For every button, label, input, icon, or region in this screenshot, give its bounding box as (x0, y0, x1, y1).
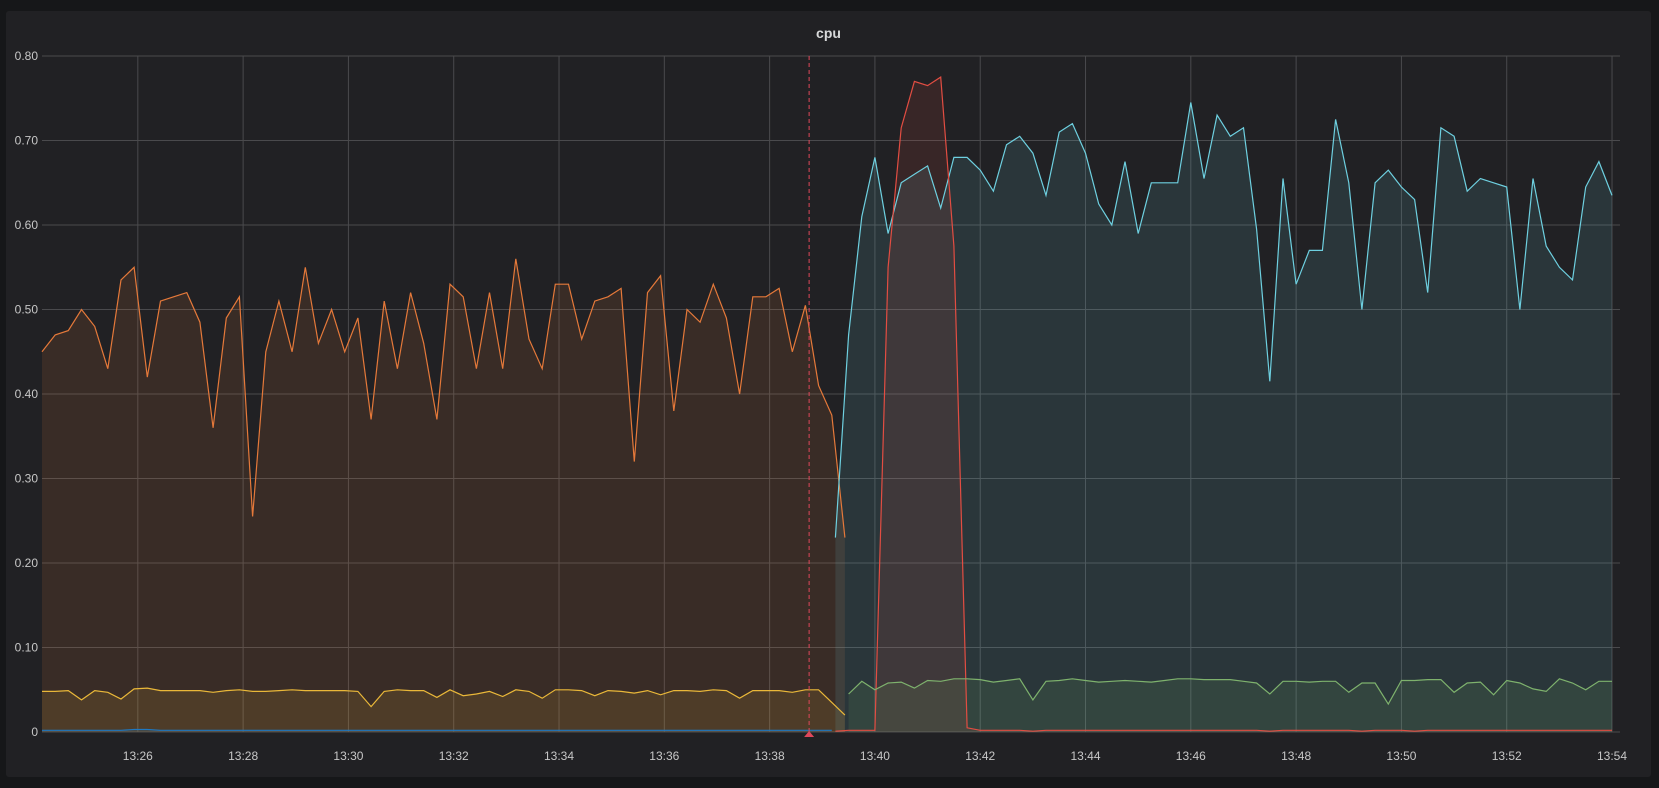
x-tick-label: 13:32 (439, 749, 469, 763)
series-orange-area (42, 258, 845, 732)
x-tick-label: 13:38 (755, 749, 785, 763)
series-red-area (835, 77, 1612, 733)
y-tick-label: 0 (31, 725, 38, 739)
y-tick-label: 0.70 (15, 134, 39, 148)
series-cyan-line[interactable] (834, 102, 1613, 538)
x-tick-label: 13:54 (1597, 749, 1627, 763)
series-red-line[interactable] (835, 76, 1612, 732)
series-lines (41, 76, 1613, 732)
x-tick-label: 13:34 (544, 749, 574, 763)
series-blue-line[interactable] (42, 728, 832, 731)
x-tick-label: 13:52 (1492, 749, 1522, 763)
y-tick-label: 0.10 (15, 641, 39, 655)
series-green-line[interactable] (848, 678, 1612, 706)
x-tick-label: 13:36 (649, 749, 679, 763)
series-yellow-line[interactable] (42, 687, 846, 716)
series-green-area (848, 678, 1612, 732)
x-tick-label: 13:26 (123, 749, 153, 763)
x-axis: 13:26 13:28 13:30 13:32 13:34 13:36 13:38 13:40… (123, 749, 1628, 763)
y-tick-label: 0.30 (15, 472, 39, 486)
annotation-marker[interactable] (804, 56, 815, 737)
series-cyan-area (835, 102, 1612, 732)
chart-grid (42, 55, 1620, 733)
x-tick-label: 13:44 (1071, 749, 1101, 763)
y-axis: 0 0.10 0.20 0.30 0.40 0.50 0.60 0.70 0.80 (15, 49, 39, 739)
x-tick-label: 13:28 (228, 749, 258, 763)
x-tick-label: 13:40 (860, 749, 890, 763)
x-tick-label: 13:46 (1176, 749, 1206, 763)
y-tick-label: 0.20 (15, 556, 39, 570)
x-tick-label: 13:30 (333, 749, 363, 763)
series-areas (42, 77, 1612, 733)
panel-title[interactable]: cpu (816, 25, 841, 41)
y-tick-label: 0.50 (15, 303, 39, 317)
y-tick-label: 0.80 (15, 49, 39, 63)
x-tick-label: 13:50 (1386, 749, 1416, 763)
y-tick-label: 0.60 (15, 218, 39, 232)
y-tick-label: 0.40 (15, 387, 39, 401)
x-tick-label: 13:48 (1281, 749, 1311, 763)
annotation-triangle-icon[interactable] (804, 731, 815, 737)
series-yellow-area (42, 688, 845, 732)
x-tick-label: 13:42 (965, 749, 995, 763)
series-orange-line[interactable] (41, 258, 846, 538)
